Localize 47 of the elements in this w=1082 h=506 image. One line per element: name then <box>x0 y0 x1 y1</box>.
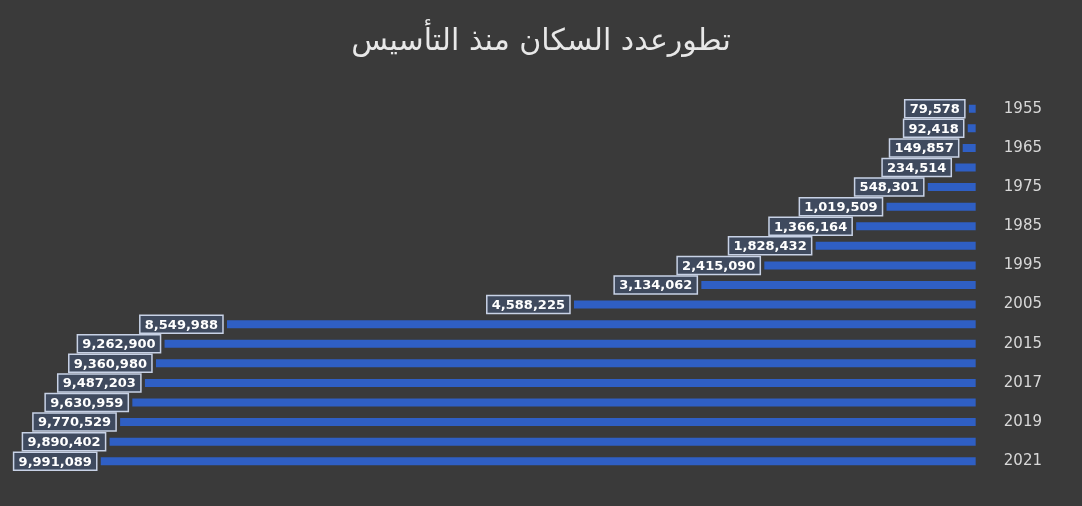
data-label: 548,301 <box>859 179 919 195</box>
data-label: 1,828,432 <box>733 238 807 254</box>
bar <box>109 437 976 446</box>
bar <box>764 261 976 270</box>
bar <box>227 320 976 329</box>
chart-title: تطورعدد السكان منذ التأسيس <box>350 18 732 59</box>
data-label: 4,588,225 <box>491 296 565 312</box>
y-tick-label: 2021 <box>1003 451 1043 470</box>
data-label: 1,019,509 <box>804 199 878 215</box>
bar <box>955 163 976 172</box>
data-label: 9,630,959 <box>50 394 124 410</box>
data-label: 9,991,089 <box>18 453 92 469</box>
data-label: 9,770,529 <box>37 414 112 430</box>
bar <box>701 281 976 289</box>
data-label: 9,890,402 <box>27 434 101 450</box>
bar <box>886 202 976 211</box>
data-label: 3,134,062 <box>619 277 693 293</box>
bar <box>120 418 976 427</box>
data-label: 9,487,203 <box>62 375 136 391</box>
bar <box>815 241 976 250</box>
y-tick-label: 1975 <box>1003 177 1043 195</box>
data-label: 9,360,980 <box>73 355 147 371</box>
bar <box>155 359 976 368</box>
y-tick-label: 1965 <box>1003 137 1043 156</box>
data-label: 1,366,164 <box>773 218 848 234</box>
y-tick-label: 2019 <box>1003 411 1043 430</box>
y-tick-label: 2017 <box>1003 372 1043 391</box>
y-tick-label: 1955 <box>1003 98 1043 117</box>
bar <box>856 222 976 231</box>
y-tick-label: 1995 <box>1003 255 1043 274</box>
y-tick-label: 2005 <box>1003 294 1043 313</box>
data-label: 8,549,988 <box>144 316 218 332</box>
data-label: 2,415,090 <box>682 257 756 273</box>
data-label: 149,857 <box>894 140 954 156</box>
data-label: 9,262,900 <box>82 336 156 352</box>
bar <box>144 378 976 387</box>
data-label: 234,514 <box>887 159 947 175</box>
bar <box>164 339 976 348</box>
y-tick-label: 2015 <box>1003 333 1043 352</box>
y-tick-label: 1985 <box>1003 216 1043 235</box>
data-label: 92,418 <box>908 120 959 136</box>
bar <box>962 143 976 152</box>
bar <box>132 398 976 407</box>
data-label: 79,578 <box>909 101 960 117</box>
bar <box>573 300 976 309</box>
bar <box>100 457 976 466</box>
bar <box>927 183 976 192</box>
